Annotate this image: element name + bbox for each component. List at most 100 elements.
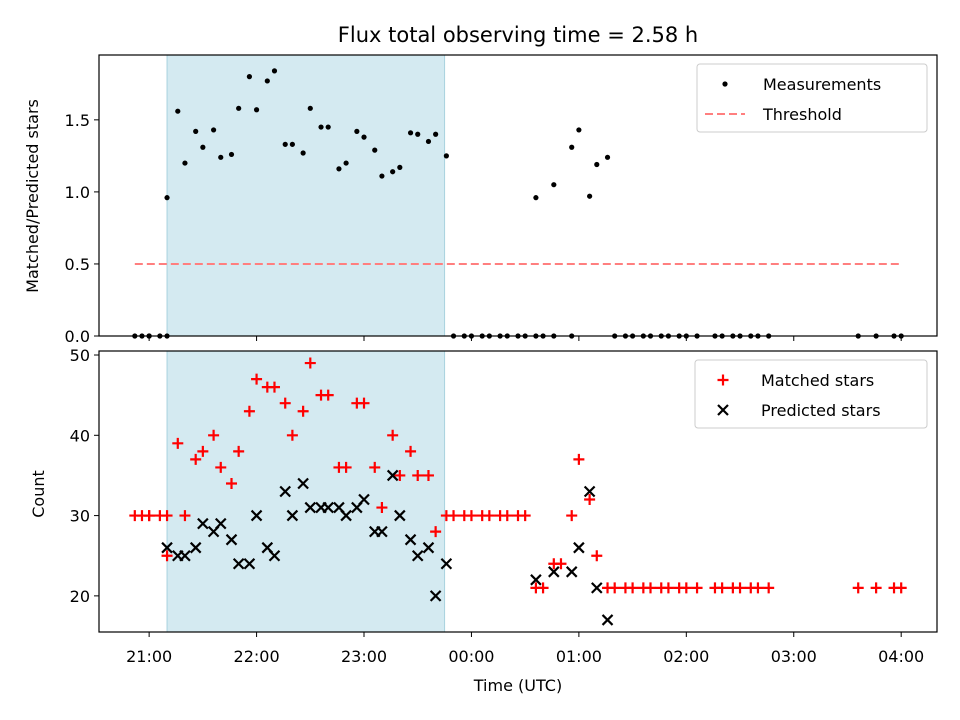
data-point [161,541,173,554]
data-point [226,477,238,489]
data-point [379,173,385,179]
x-tick-label: 22:00 [234,647,280,666]
data-point [716,582,728,594]
data-point [411,549,424,562]
x-tick-label: 03:00 [771,647,817,666]
data-point [501,510,513,522]
data-point [210,127,217,133]
data-point [533,195,539,201]
data-point [143,510,155,522]
data-point [322,389,334,401]
data-point [405,445,417,457]
legend-box [694,359,928,429]
data-point [376,502,388,514]
data-point [304,357,316,369]
data-point [376,525,388,538]
data-point [591,582,603,594]
bottom-y-axis-label: Count [29,470,48,518]
data-point [372,147,378,153]
series-matched-stars [129,357,907,594]
data-point [358,397,370,409]
data-point [161,550,173,562]
x-tick-label: 23:00 [341,647,387,666]
data-point [422,541,435,554]
data-point [325,124,331,130]
data-point [179,549,191,562]
data-point [548,566,560,578]
data-point [587,193,593,199]
data-point [304,501,317,514]
data-point [627,582,639,594]
data-point [483,510,495,522]
data-point [369,461,381,473]
data-point [286,429,298,441]
legend-label: Matched stars [761,371,874,390]
axes-frame [98,350,938,633]
legend: Measurements Threshold [696,63,928,133]
data-point [551,182,557,188]
data-point [555,558,567,570]
data-point [232,557,245,570]
data-point [322,501,334,514]
data-point [662,582,674,594]
data-point [412,469,424,481]
data-point [537,582,549,594]
data-point [569,144,575,150]
x-tick-label: 21:00 [126,647,172,666]
y-tick-label: 40 [70,426,90,445]
data-point [233,445,245,457]
data-point [297,477,309,490]
data-point [225,533,238,546]
data-point [172,437,184,449]
legend-box [696,63,928,133]
data-point [519,510,531,522]
data-point [443,153,449,159]
data-point [852,582,864,594]
data-point [189,541,202,554]
data-point [200,144,206,150]
data-point [565,566,578,578]
x-tick-label: 01:00 [556,647,602,666]
data-point [594,161,600,168]
data-point [645,582,657,594]
data-point [573,541,585,554]
data-point [430,526,442,538]
data-point [870,582,882,594]
data-point [440,557,453,570]
data-point [268,381,280,393]
data-point [530,574,542,586]
data-point [465,510,477,522]
x-tick-label: 04:00 [878,647,924,666]
data-point [307,105,313,111]
data-point [591,550,603,562]
data-point [197,517,209,530]
x-tick-label: 00:00 [448,647,494,666]
data-point [397,164,403,170]
data-point [448,510,460,522]
data-point [179,510,191,522]
data-point [214,517,227,530]
data-point [415,131,421,137]
data-point [404,533,417,546]
data-point [394,469,406,481]
data-point [340,461,352,473]
data-point [604,154,611,160]
data-point [279,485,291,498]
chart-title: Flux total observing time = 2.58 h [338,23,698,47]
data-point [236,105,242,111]
data-point [336,166,342,172]
legend-measurements-swatch [722,81,728,87]
data-point [433,131,439,137]
data-point [175,108,181,114]
y-tick-label: 20 [70,587,90,606]
plot-layer: 0.0 0.5 1.0 1.5 Measurements Threshold 20 30 40 5… [65,54,938,666]
data-point [691,582,703,594]
data-point [164,195,170,201]
data-point [609,582,621,594]
data-point [197,445,209,457]
data-point [584,494,596,506]
data-point [289,141,295,147]
data-point [215,461,227,473]
data-point [297,405,309,417]
